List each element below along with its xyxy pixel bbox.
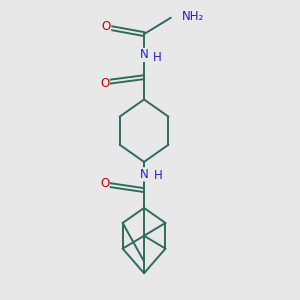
Text: N: N — [140, 48, 148, 62]
Text: O: O — [101, 20, 111, 33]
Text: H: H — [153, 51, 162, 64]
Text: O: O — [100, 177, 109, 190]
Text: H: H — [154, 169, 163, 182]
Text: O: O — [100, 76, 109, 90]
Text: NH₂: NH₂ — [182, 10, 204, 23]
Text: N: N — [140, 168, 148, 181]
